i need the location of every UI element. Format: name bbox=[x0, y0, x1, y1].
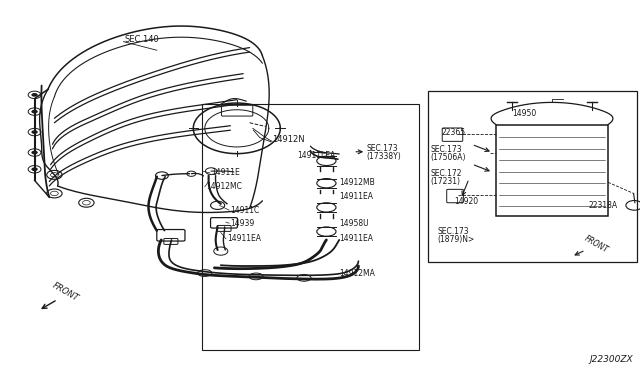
Text: 14912MB: 14912MB bbox=[339, 178, 375, 187]
Text: (1879)N>: (1879)N> bbox=[438, 235, 475, 244]
Text: FRONT: FRONT bbox=[51, 281, 81, 303]
Text: 14911LEA: 14911LEA bbox=[298, 151, 336, 160]
Text: 14912N: 14912N bbox=[272, 135, 305, 144]
Text: 14912MC: 14912MC bbox=[206, 182, 242, 191]
Bar bbox=[202, 104, 419, 350]
Text: SEC.173: SEC.173 bbox=[366, 144, 397, 153]
Circle shape bbox=[31, 93, 38, 97]
Text: 14920: 14920 bbox=[454, 197, 479, 206]
Text: 14911EA: 14911EA bbox=[227, 234, 261, 243]
Text: SEC.140: SEC.140 bbox=[125, 35, 159, 44]
Text: 14939: 14939 bbox=[230, 219, 255, 228]
Bar bbox=[428, 91, 637, 262]
Text: 14911EA: 14911EA bbox=[339, 234, 373, 243]
Text: 14950: 14950 bbox=[512, 109, 536, 118]
Text: J22300ZX: J22300ZX bbox=[590, 355, 634, 364]
Circle shape bbox=[31, 151, 38, 154]
Text: FRONT: FRONT bbox=[582, 234, 609, 255]
Circle shape bbox=[31, 110, 38, 113]
Text: 14911C: 14911C bbox=[230, 206, 260, 215]
Text: SEC.173: SEC.173 bbox=[438, 227, 469, 236]
Text: 14911E: 14911E bbox=[211, 169, 240, 177]
Text: 14911EA: 14911EA bbox=[339, 192, 373, 201]
Text: 22365: 22365 bbox=[442, 128, 466, 137]
Circle shape bbox=[31, 130, 38, 134]
Bar bbox=[496, 125, 608, 216]
Text: SEC.172: SEC.172 bbox=[430, 169, 461, 178]
Text: 22318A: 22318A bbox=[589, 201, 618, 210]
Circle shape bbox=[31, 167, 38, 171]
Text: (17338Y): (17338Y) bbox=[366, 153, 401, 161]
Text: (17231): (17231) bbox=[430, 177, 460, 186]
Text: 14912MA: 14912MA bbox=[339, 269, 375, 278]
Text: SEC.173: SEC.173 bbox=[430, 145, 461, 154]
Text: 14958U: 14958U bbox=[339, 219, 369, 228]
Text: (17506A): (17506A) bbox=[430, 153, 465, 162]
